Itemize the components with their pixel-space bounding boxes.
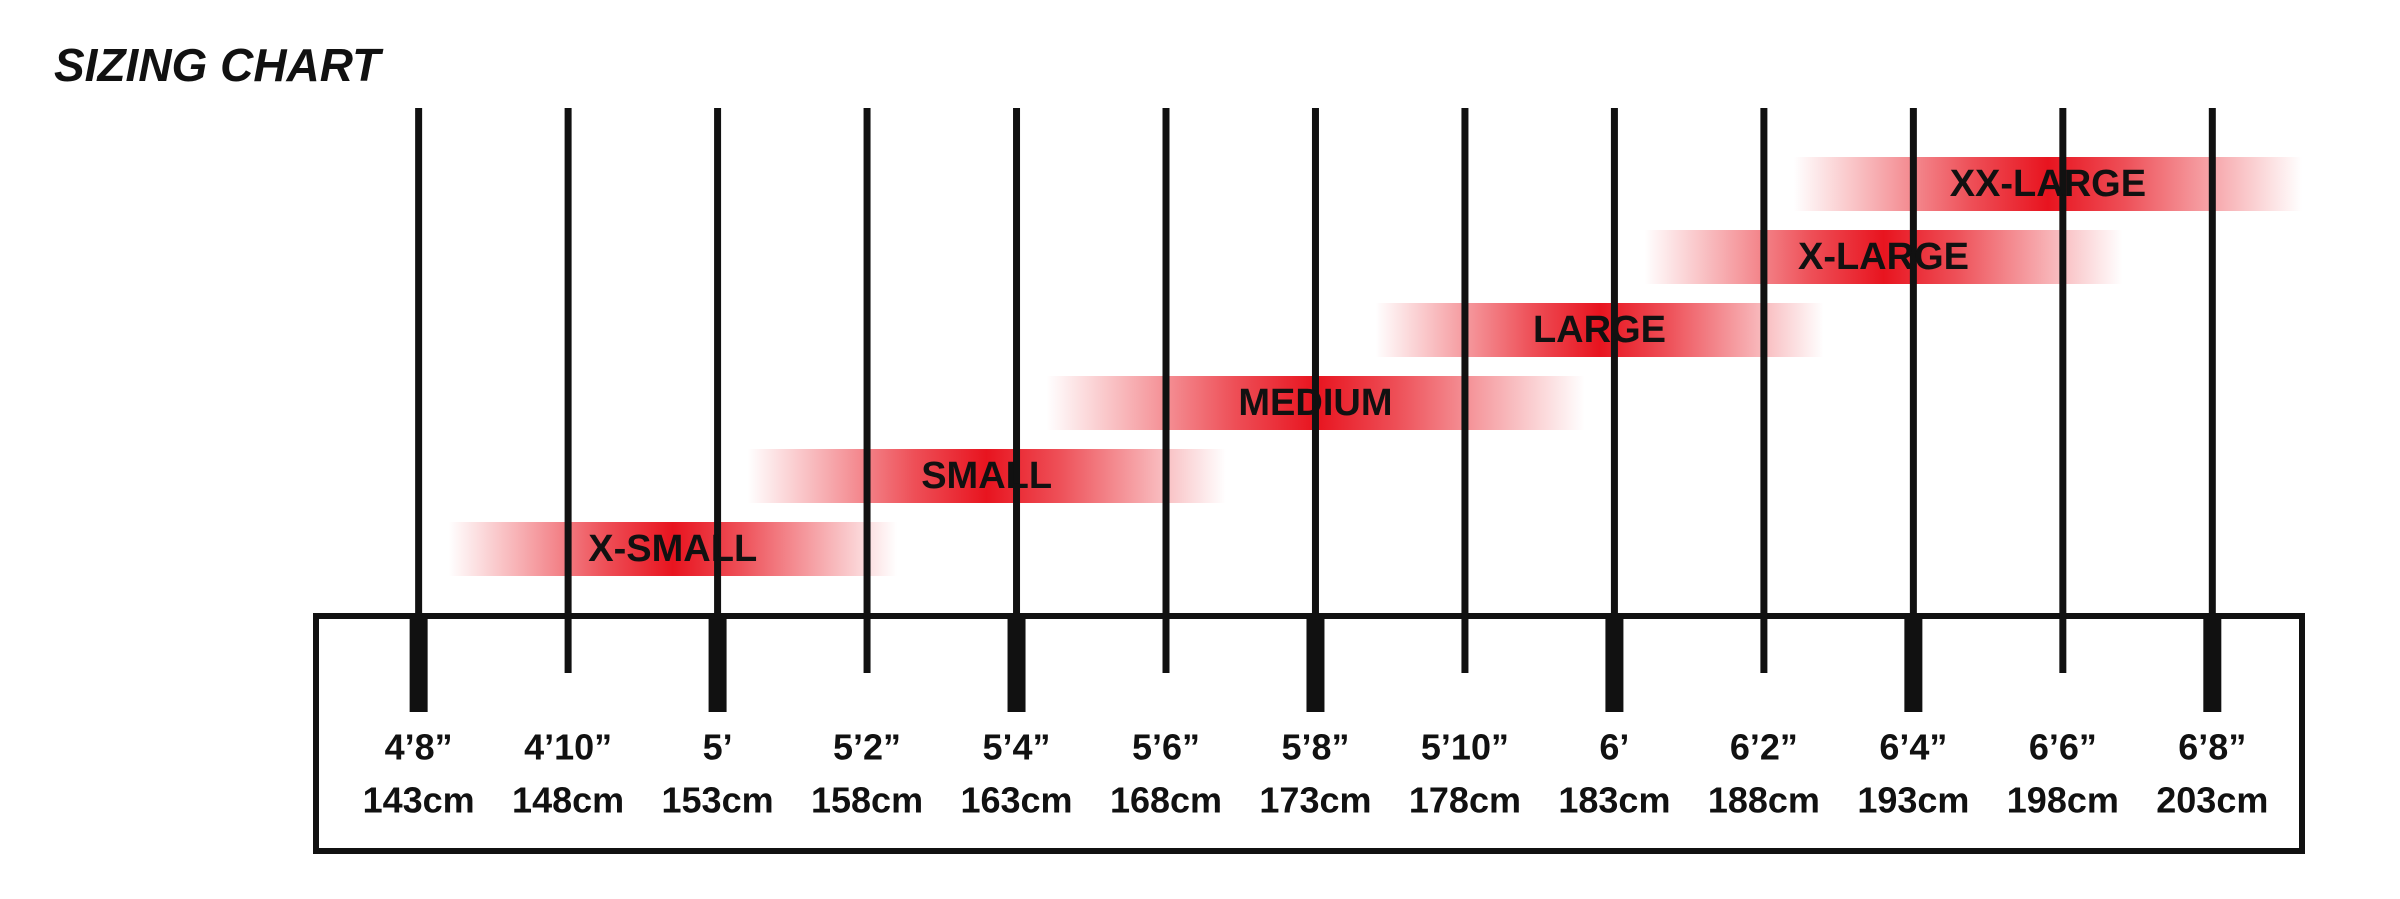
range-bar	[747, 449, 1226, 503]
range-label: SMALL	[921, 455, 1052, 497]
x-tick-label: 203cm	[2156, 780, 2268, 821]
imperial-label: 5’	[703, 727, 733, 768]
imperial-label: 4’8”	[385, 727, 453, 768]
tick-mark	[708, 616, 727, 712]
range-label: XX-LARGE	[1950, 163, 2146, 205]
range-bar	[1644, 230, 2123, 284]
x-tick-label: 143cm	[363, 780, 475, 821]
imperial-label: 6’	[1599, 727, 1629, 768]
imperial-label: 5’8”	[1281, 727, 1349, 768]
x-tick-label: 198cm	[2007, 780, 2119, 821]
range-label: MEDIUM	[1238, 382, 1392, 424]
range-label: X-SMALL	[588, 528, 757, 570]
range-bar	[1375, 303, 1824, 357]
imperial-label: 5’4”	[983, 727, 1051, 768]
x-tick-label: 168cm	[1110, 780, 1222, 821]
chart-title: SIZING CHART	[54, 39, 384, 91]
tick-mark	[1605, 616, 1624, 712]
imperial-label: 5’10”	[1421, 727, 1509, 768]
imperial-label: 6’2”	[1730, 727, 1798, 768]
range-bar	[448, 522, 897, 576]
tick-mark	[409, 616, 428, 712]
x-tick-label: 178cm	[1409, 780, 1521, 821]
x-tick-label: 158cm	[811, 780, 923, 821]
range-bar	[1793, 157, 2302, 211]
range-label: LARGE	[1533, 309, 1666, 351]
tick-mark	[1007, 616, 1026, 712]
x-tick-label: 188cm	[1708, 780, 1820, 821]
imperial-label: 4’10”	[524, 727, 612, 768]
x-tick-label: 193cm	[1857, 780, 1969, 821]
imperial-label: 6’6”	[2029, 727, 2097, 768]
tick-mark	[2203, 616, 2222, 712]
imperial-label: 6’8”	[2178, 727, 2246, 768]
imperial-label: 6’4”	[1879, 727, 1947, 768]
x-tick-label: 153cm	[662, 780, 774, 821]
x-tick-label: 173cm	[1259, 780, 1371, 821]
tick-mark	[1306, 616, 1325, 712]
x-tick-label: 148cm	[512, 780, 624, 821]
x-tick-label: 163cm	[960, 780, 1072, 821]
tick-mark	[1904, 616, 1923, 712]
x-tick-label: 183cm	[1558, 780, 1670, 821]
imperial-label: 5’6”	[1132, 727, 1200, 768]
range-label: X-LARGE	[1798, 236, 1969, 278]
imperial-label: 5’2”	[833, 727, 901, 768]
